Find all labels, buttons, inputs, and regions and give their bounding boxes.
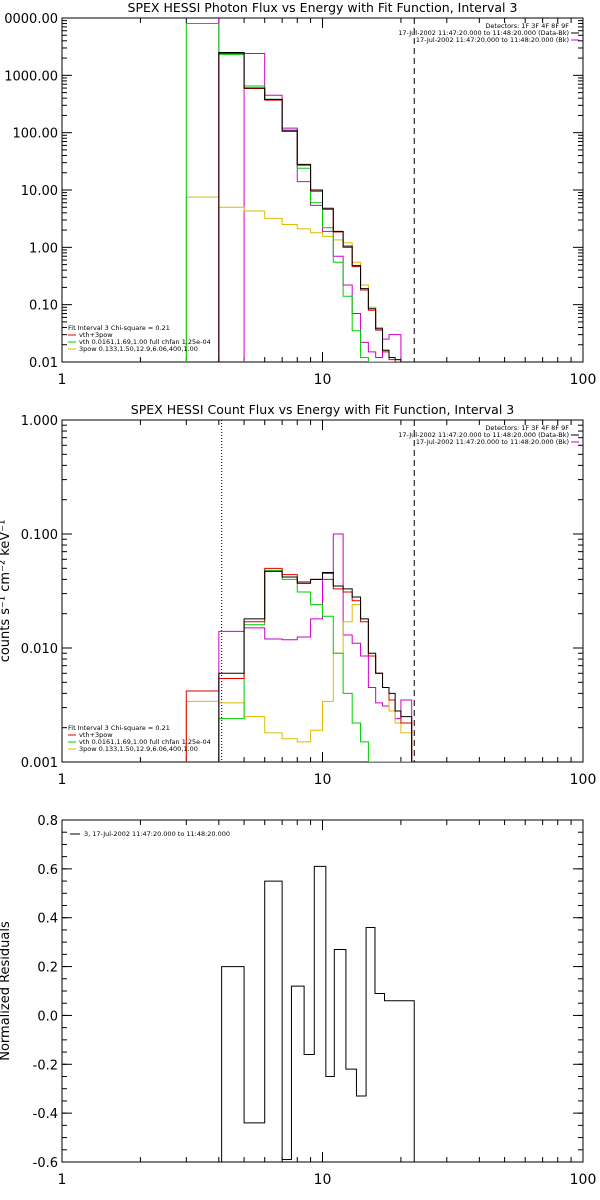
plot-area [185, 18, 415, 362]
y-tick-label: 0.01 [29, 356, 58, 371]
y-tick-label: 0.4 [37, 912, 58, 927]
y-tick-label: 1.000 [21, 414, 58, 429]
x-tick-label: 1 [58, 372, 67, 388]
chart-1: SPEX HESSI Photon Flux vs Energy with Fi… [4, 0, 596, 388]
legend-entry: 3pow 0.133,1.50,12.9,6.06,400,1.00 [79, 745, 198, 753]
info-line: Detectors: 1F 3F 4F 8F 9F [485, 22, 569, 30]
y-tick-label: 0.6 [37, 863, 58, 878]
series-background [243, 53, 412, 362]
chart-title: SPEX HESSI Count Flux vs Energy with Fit… [131, 402, 514, 417]
y-tick-label: 1000.00 [4, 69, 58, 84]
x-tick-label: 100 [570, 1172, 597, 1188]
series-thermal [185, 23, 412, 362]
y-tick-label: 0.2 [37, 961, 58, 976]
series-powerlaw [185, 196, 412, 362]
y-tick-label: 0.010 [21, 642, 58, 657]
plot-area [221, 865, 415, 1162]
series-thermal [218, 569, 412, 762]
y-axis-label: Normalized Residuals [0, 921, 13, 1061]
series-data [218, 570, 413, 762]
info-line: 17-Jul-2002 11:47:20.000 to 11:48:20.000… [416, 438, 569, 446]
x-tick-label: 10 [314, 1172, 332, 1188]
series-total [185, 567, 413, 762]
series-total [218, 53, 412, 362]
info-line: 17-Jul-2002 11:47:20.000 to 11:48:20.000… [416, 36, 569, 44]
y-tick-label: 0.8 [37, 814, 58, 829]
y-tick-label: 100.00 [13, 127, 59, 142]
y-tick-label: 0.001 [21, 756, 58, 771]
legend-entry: Fit Interval 3 Chi-square = 0.21 [68, 324, 170, 332]
series-background [218, 533, 413, 762]
y-tick-label: 1.00 [29, 241, 58, 256]
x-tick-label: 100 [570, 772, 597, 788]
legend-entry: vth+3pow [79, 731, 113, 739]
series-data [218, 52, 412, 362]
legend-entry: 3pow 0.133,1.50,12.9,6.06,400,1.00 [79, 345, 198, 353]
info-line: Detectors: 1F 3F 4F 8F 9F [485, 424, 569, 432]
info-line: 17-Jul-2002 11:47:20.000 to 11:48:20.000… [398, 29, 569, 37]
chart-title: SPEX HESSI Photon Flux vs Energy with Fi… [128, 0, 518, 15]
y-axis-label: counts s⁻¹ cm⁻² keV⁻¹ [0, 520, 13, 663]
legend-entry: vth 0.0161,1.69,1.00 full chfan 1.25e-04 [79, 738, 211, 746]
series-powerlaw [185, 604, 413, 762]
info-line: 17-Jul-2002 11:47:20.000 to 11:48:20.000… [398, 431, 569, 439]
x-tick-label: 1 [58, 772, 67, 788]
series-residuals [221, 865, 415, 1162]
y-tick-label: 0.100 [21, 528, 58, 543]
x-tick-label: 10 [314, 372, 332, 388]
y-tick-label: -0.4 [33, 1107, 58, 1122]
chart-3: 1 10 100 0.8 0.6 0.4 0.2 0.0 -0.2 -0.4 -0.6 Normali… [0, 814, 596, 1188]
legend-entry: vth+3pow [79, 331, 113, 339]
plot-frame [61, 819, 584, 1163]
x-tick-label: 1 [58, 1172, 67, 1188]
y-tick-label: -0.2 [33, 1058, 58, 1073]
legend-entry: 3, 17-Jul-2002 11:47:20.000 to 11:48:20.… [84, 830, 230, 838]
y-tick-label: 0.0 [37, 1009, 58, 1024]
legend-entry: vth 0.0161,1.69,1.00 full chfan 1.25e-04 [79, 338, 211, 346]
x-tick-label: 100 [570, 372, 597, 388]
chart-2: SPEX HESSI Count Flux vs Energy with Fit… [0, 402, 596, 788]
y-tick-label: 0.10 [29, 299, 58, 314]
legend-entry: Fit Interval 3 Chi-square = 0.21 [68, 724, 170, 732]
x-tick-label: 10 [314, 772, 332, 788]
y-tick-label: -0.6 [33, 1156, 58, 1171]
plot-area [185, 420, 415, 762]
y-tick-label: 10.00 [21, 184, 58, 199]
y-tick-label: 0000.00 [4, 12, 58, 27]
